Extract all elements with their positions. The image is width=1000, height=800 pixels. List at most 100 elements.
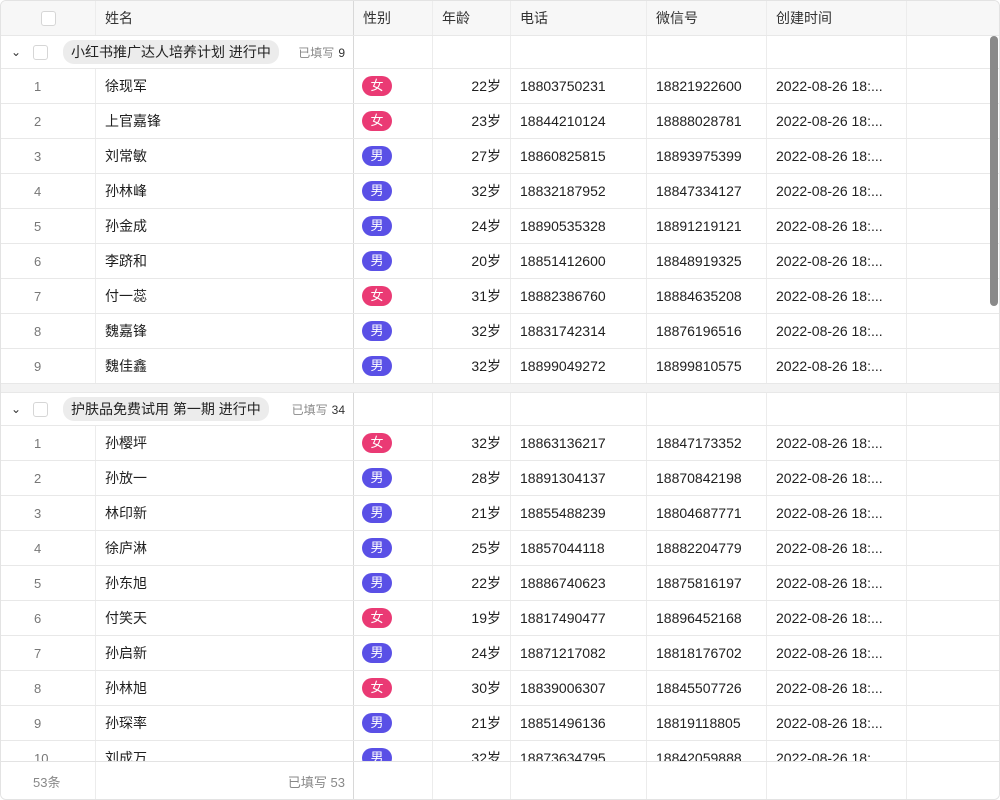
cell-created[interactable]: 2022-08-26 18:... [767, 69, 907, 103]
cell-age[interactable]: 31岁 [433, 279, 511, 313]
group-checkbox[interactable] [33, 44, 48, 60]
column-header-wechat[interactable]: 微信号 [647, 1, 767, 35]
column-header-created[interactable]: 创建时间 [767, 1, 907, 35]
cell-name[interactable]: 上官嘉锋 [96, 104, 354, 138]
cell-wechat[interactable]: 18819118805 [647, 706, 767, 740]
cell-created[interactable]: 2022-08-26 18:... [767, 496, 907, 530]
cell-age[interactable]: 20岁 [433, 244, 511, 278]
cell-created[interactable]: 2022-08-26 18:... [767, 279, 907, 313]
table-row[interactable]: 2 孙放一 男 28岁 18891304137 18870842198 2022… [1, 461, 999, 496]
cell-wechat[interactable]: 18845507726 [647, 671, 767, 705]
cell-phone[interactable]: 18890535328 [511, 209, 647, 243]
cell-wechat[interactable]: 18848919325 [647, 244, 767, 278]
table-row[interactable]: 3 刘常敏 男 27岁 18860825815 18893975399 2022… [1, 139, 999, 174]
cell-wechat[interactable]: 18804687771 [647, 496, 767, 530]
cell-phone[interactable]: 18832187952 [511, 174, 647, 208]
table-row[interactable]: 8 魏嘉锋 男 32岁 18831742314 18876196516 2022… [1, 314, 999, 349]
column-header-gender[interactable]: 性别 [354, 1, 433, 35]
cell-name[interactable]: 徐庐淋 [96, 531, 354, 565]
cell-name[interactable]: 魏嘉锋 [96, 314, 354, 348]
cell-age[interactable]: 25岁 [433, 531, 511, 565]
cell-phone[interactable]: 18899049272 [511, 349, 647, 383]
cell-wechat[interactable]: 18891219121 [647, 209, 767, 243]
cell-age[interactable]: 23岁 [433, 104, 511, 138]
cell-wechat[interactable]: 18882204779 [647, 531, 767, 565]
table-row[interactable]: 5 孙东旭 男 22岁 18886740623 18875816197 2022… [1, 566, 999, 601]
select-all-checkbox[interactable] [40, 10, 56, 26]
cell-age[interactable]: 21岁 [433, 496, 511, 530]
table-row[interactable]: 6 李跻和 男 20岁 18851412600 18848919325 2022… [1, 244, 999, 279]
cell-wechat[interactable]: 18847173352 [647, 426, 767, 460]
cell-phone[interactable]: 18871217082 [511, 636, 647, 670]
cell-name[interactable]: 孙林旭 [96, 671, 354, 705]
cell-name[interactable]: 孙放一 [96, 461, 354, 495]
cell-phone[interactable]: 18863136217 [511, 426, 647, 460]
cell-created[interactable]: 2022-08-26 18:... [767, 706, 907, 740]
cell-name[interactable]: 孙樱坪 [96, 426, 354, 460]
cell-age[interactable]: 28岁 [433, 461, 511, 495]
cell-name[interactable]: 林印新 [96, 496, 354, 530]
cell-created[interactable]: 2022-08-26 18:... [767, 426, 907, 460]
chevron-down-icon[interactable]: ⌄ [11, 402, 22, 416]
cell-name[interactable]: 付笑天 [96, 601, 354, 635]
cell-age[interactable]: 27岁 [433, 139, 511, 173]
cell-name[interactable]: 徐现军 [96, 69, 354, 103]
cell-name[interactable]: 孙启新 [96, 636, 354, 670]
cell-created[interactable]: 2022-08-26 18:... [767, 601, 907, 635]
cell-created[interactable]: 2022-08-26 18:... [767, 244, 907, 278]
vertical-scrollbar[interactable] [990, 36, 998, 306]
cell-created[interactable]: 2022-08-26 18:... [767, 139, 907, 173]
cell-age[interactable]: 19岁 [433, 601, 511, 635]
table-row[interactable]: 9 魏佳鑫 男 32岁 18899049272 18899810575 2022… [1, 349, 999, 384]
cell-created[interactable]: 2022-08-26 18:... [767, 174, 907, 208]
cell-age[interactable]: 24岁 [433, 209, 511, 243]
cell-phone[interactable]: 18860825815 [511, 139, 647, 173]
cell-age[interactable]: 32岁 [433, 349, 511, 383]
cell-wechat[interactable]: 18884635208 [647, 279, 767, 313]
table-row[interactable]: 8 孙林旭 女 30岁 18839006307 18845507726 2022… [1, 671, 999, 706]
cell-name[interactable]: 孙金成 [96, 209, 354, 243]
table-row[interactable]: 7 付一蕊 女 31岁 18882386760 18884635208 2022… [1, 279, 999, 314]
cell-name[interactable]: 付一蕊 [96, 279, 354, 313]
table-row[interactable]: 5 孙金成 男 24岁 18890535328 18891219121 2022… [1, 209, 999, 244]
cell-name[interactable]: 孙琛率 [96, 706, 354, 740]
cell-created[interactable]: 2022-08-26 18:... [767, 566, 907, 600]
group-header[interactable]: ⌄ 小红书推广达人培养计划 进行中 已填写 9 [1, 36, 999, 69]
cell-created[interactable]: 2022-08-26 18:... [767, 314, 907, 348]
cell-created[interactable]: 2022-08-26 18:... [767, 671, 907, 705]
cell-wechat[interactable]: 18876196516 [647, 314, 767, 348]
column-header-phone[interactable]: 电话 [511, 1, 647, 35]
cell-age[interactable]: 22岁 [433, 566, 511, 600]
cell-phone[interactable]: 18831742314 [511, 314, 647, 348]
table-row[interactable]: 1 孙樱坪 女 32岁 18863136217 18847173352 2022… [1, 426, 999, 461]
table-row[interactable]: 4 孙林峰 男 32岁 18832187952 18847334127 2022… [1, 174, 999, 209]
cell-name[interactable]: 魏佳鑫 [96, 349, 354, 383]
cell-created[interactable]: 2022-08-26 18:... [767, 531, 907, 565]
cell-phone[interactable]: 18886740623 [511, 566, 647, 600]
cell-phone[interactable]: 18817490477 [511, 601, 647, 635]
table-row[interactable]: 4 徐庐淋 男 25岁 18857044118 18882204779 2022… [1, 531, 999, 566]
cell-wechat[interactable]: 18896452168 [647, 601, 767, 635]
cell-phone[interactable]: 18844210124 [511, 104, 647, 138]
cell-name[interactable]: 刘常敏 [96, 139, 354, 173]
cell-phone[interactable]: 18891304137 [511, 461, 647, 495]
group-header[interactable]: ⌄ 护肤品免费试用 第一期 进行中 已填写 34 [1, 393, 999, 426]
column-header-age[interactable]: 年龄 [433, 1, 511, 35]
cell-created[interactable]: 2022-08-26 18:... [767, 209, 907, 243]
cell-age[interactable]: 32岁 [433, 426, 511, 460]
table-row[interactable]: 6 付笑天 女 19岁 18817490477 18896452168 2022… [1, 601, 999, 636]
cell-name[interactable]: 孙林峰 [96, 174, 354, 208]
cell-age[interactable]: 30岁 [433, 671, 511, 705]
cell-wechat[interactable]: 18821922600 [647, 69, 767, 103]
chevron-down-icon[interactable]: ⌄ [11, 45, 22, 59]
cell-created[interactable]: 2022-08-26 18:... [767, 461, 907, 495]
cell-age[interactable]: 22岁 [433, 69, 511, 103]
cell-phone[interactable]: 18857044118 [511, 531, 647, 565]
table-row[interactable]: 3 林印新 男 21岁 18855488239 18804687771 2022… [1, 496, 999, 531]
cell-phone[interactable]: 18855488239 [511, 496, 647, 530]
cell-created[interactable]: 2022-08-26 18:... [767, 104, 907, 138]
cell-phone[interactable]: 18882386760 [511, 279, 647, 313]
cell-wechat[interactable]: 18870842198 [647, 461, 767, 495]
cell-phone[interactable]: 18839006307 [511, 671, 647, 705]
cell-wechat[interactable]: 18893975399 [647, 139, 767, 173]
